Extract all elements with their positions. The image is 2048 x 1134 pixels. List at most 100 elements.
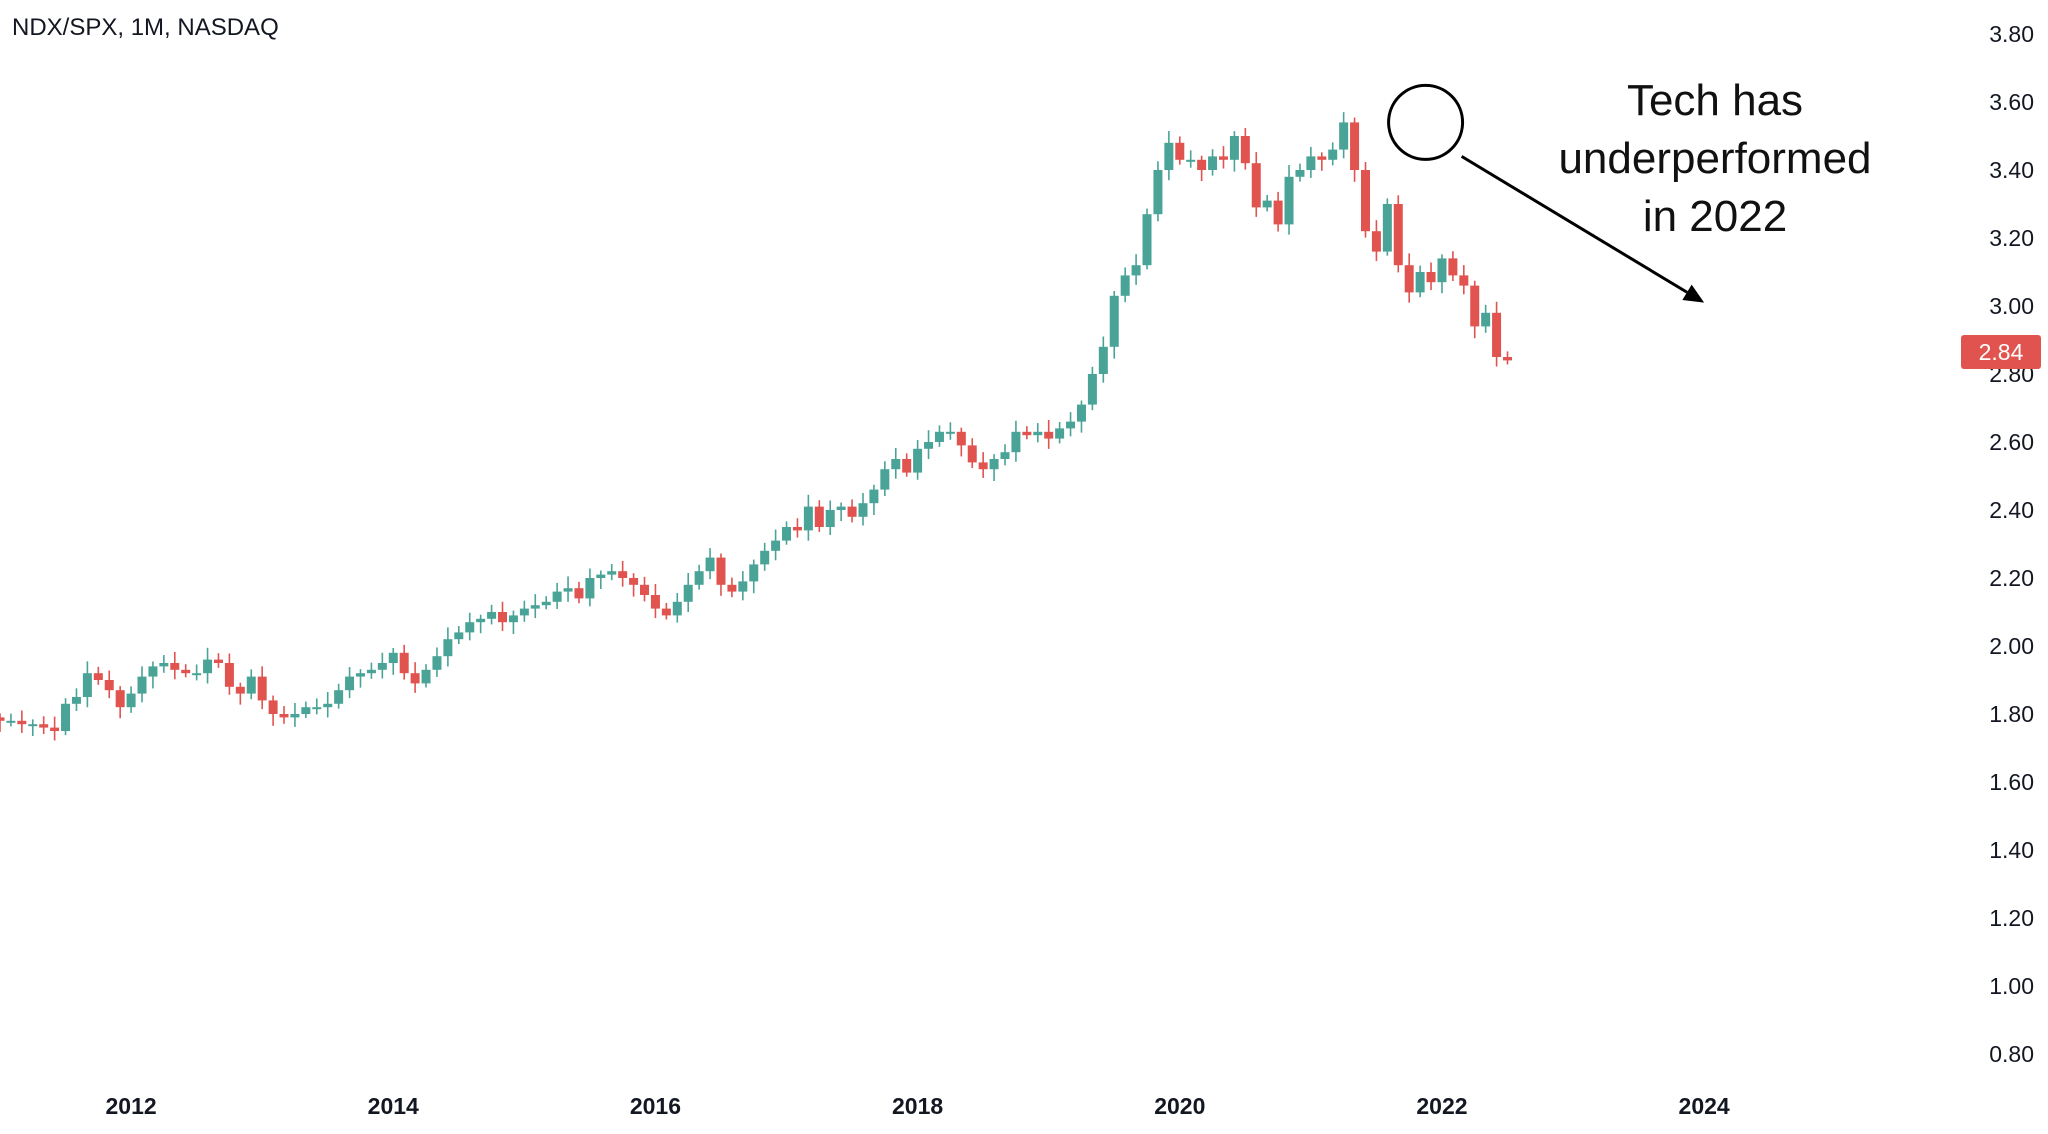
x-tick-label: 2020 bbox=[1154, 1093, 1205, 1119]
candle-body bbox=[716, 557, 726, 585]
candle-body bbox=[891, 459, 901, 470]
candle bbox=[366, 662, 376, 679]
symbol-label[interactable]: NDX/SPX, 1M, NASDAQ bbox=[12, 14, 279, 41]
candle bbox=[1240, 128, 1250, 170]
time-axis: 2012 2014 2016 2018 2020 2022 2024 bbox=[106, 1093, 1730, 1119]
candle-body bbox=[1208, 156, 1218, 170]
candle bbox=[377, 652, 387, 679]
candle bbox=[672, 593, 682, 623]
candle-body bbox=[1131, 265, 1141, 276]
candle bbox=[301, 701, 311, 719]
candle bbox=[1208, 149, 1218, 176]
candles-group bbox=[0, 112, 1513, 741]
candle bbox=[650, 583, 660, 619]
candle-body bbox=[1273, 200, 1283, 225]
candle-body bbox=[803, 506, 813, 531]
y-tick-label: 1.00 bbox=[1989, 973, 2034, 999]
candle-body bbox=[825, 510, 835, 527]
candle-body bbox=[1240, 136, 1250, 164]
candle-body bbox=[672, 601, 682, 616]
x-tick-label: 2014 bbox=[368, 1093, 419, 1119]
candle-body bbox=[246, 676, 256, 694]
candle bbox=[902, 453, 912, 477]
candle bbox=[1481, 304, 1491, 333]
candle bbox=[1273, 191, 1283, 232]
candle-body bbox=[1470, 285, 1480, 327]
candle bbox=[1186, 150, 1196, 168]
candle bbox=[1000, 444, 1010, 466]
candle-body bbox=[50, 727, 60, 731]
candle bbox=[934, 425, 944, 447]
candle bbox=[257, 666, 267, 710]
candle bbox=[1503, 351, 1513, 365]
candle bbox=[847, 499, 857, 523]
candle-body bbox=[290, 714, 300, 718]
candle bbox=[115, 686, 125, 719]
candle-body bbox=[738, 581, 748, 592]
candle bbox=[17, 710, 27, 733]
candle bbox=[945, 422, 955, 440]
candle bbox=[71, 688, 81, 711]
candle-body bbox=[1437, 258, 1447, 283]
candle-body bbox=[1142, 214, 1152, 266]
candle-body bbox=[1164, 142, 1174, 170]
candle-body bbox=[181, 669, 191, 674]
candle bbox=[421, 664, 431, 688]
candle-body bbox=[61, 703, 71, 731]
candle bbox=[891, 447, 901, 479]
x-tick-label: 2024 bbox=[1679, 1093, 1730, 1119]
x-tick-label: 2012 bbox=[106, 1093, 157, 1119]
candle bbox=[519, 600, 529, 622]
candle bbox=[661, 602, 671, 620]
candle-body bbox=[607, 571, 617, 575]
candle bbox=[814, 500, 824, 532]
candle bbox=[1175, 136, 1185, 165]
annotation-arrow bbox=[1460, 155, 1688, 294]
candle bbox=[1033, 423, 1043, 443]
candle bbox=[1317, 152, 1327, 171]
candle bbox=[1218, 146, 1228, 169]
candle-body bbox=[847, 506, 857, 517]
candle bbox=[749, 559, 759, 594]
candle-body bbox=[213, 659, 223, 663]
candle bbox=[618, 560, 628, 587]
candle bbox=[803, 494, 813, 541]
annotation-arrowhead bbox=[1682, 284, 1705, 303]
candle bbox=[705, 548, 715, 580]
candle-body bbox=[574, 588, 584, 599]
candle bbox=[869, 484, 879, 516]
candle-body bbox=[1087, 374, 1097, 405]
candle-body bbox=[399, 652, 409, 674]
y-tick-label: 3.60 bbox=[1989, 89, 2034, 115]
candle bbox=[388, 647, 398, 675]
candle bbox=[607, 564, 617, 581]
candle-body bbox=[39, 724, 49, 728]
candle-body bbox=[1382, 204, 1392, 252]
candle bbox=[1371, 220, 1381, 262]
candle-body bbox=[1306, 156, 1316, 170]
candle-body bbox=[945, 431, 955, 434]
candle-body bbox=[967, 445, 977, 463]
candle-body bbox=[869, 489, 879, 504]
candle-body bbox=[541, 601, 551, 606]
candle-body bbox=[454, 632, 464, 640]
highlight-circle bbox=[1387, 83, 1465, 161]
candle-body bbox=[192, 673, 202, 676]
candle-body bbox=[1197, 159, 1207, 170]
price-axis: 0.80 1.00 1.20 1.40 1.60 1.80 2.00 2.20 2.40 2.60… bbox=[1989, 21, 2034, 1067]
candle-body bbox=[17, 720, 27, 725]
candle-body bbox=[530, 605, 540, 609]
candle bbox=[268, 695, 278, 726]
candle bbox=[1262, 194, 1272, 212]
candle bbox=[541, 596, 551, 610]
candle bbox=[93, 666, 103, 685]
candle bbox=[1044, 419, 1054, 449]
candle-body bbox=[93, 673, 103, 680]
candle bbox=[279, 706, 289, 724]
candle-body bbox=[410, 673, 420, 684]
candle-body bbox=[203, 659, 213, 674]
y-tick-label: 1.60 bbox=[1989, 769, 2034, 795]
candle bbox=[213, 653, 223, 668]
candle-body bbox=[432, 656, 442, 670]
